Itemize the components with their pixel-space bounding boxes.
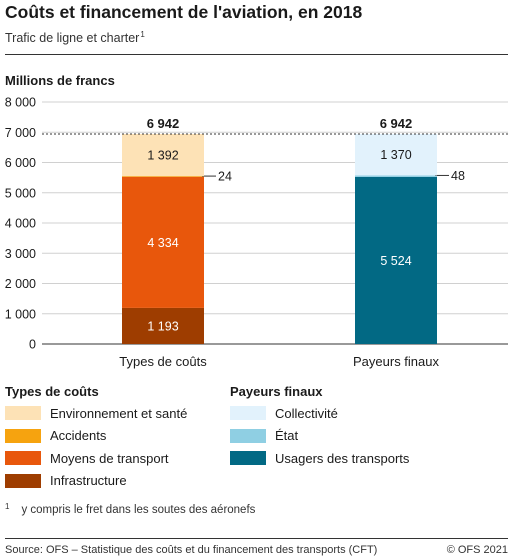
bar-segment xyxy=(355,134,437,176)
legend-swatch xyxy=(5,428,41,443)
legend-label: État xyxy=(275,428,299,444)
legend-label: Collectivité xyxy=(275,405,338,421)
total-label: 6 942 xyxy=(147,116,180,131)
y-axis-title: Millions de francs xyxy=(5,73,115,88)
legend-payers-title: Payeurs finaux xyxy=(230,384,323,399)
x-category-label: Payeurs finaux xyxy=(353,354,439,369)
bar-segment xyxy=(355,175,437,177)
legend-costs: Types de coûts Environnement et santé Ac… xyxy=(5,384,187,492)
y-tick-label: 7 000 xyxy=(5,126,36,140)
x-category-label: Types de coûts xyxy=(119,354,207,369)
legend-swatch xyxy=(5,406,41,421)
y-tick-label: 1 000 xyxy=(5,307,36,321)
data-label: 24 xyxy=(218,170,232,184)
data-label: 1 193 xyxy=(147,319,178,333)
footnote-marker: 1 xyxy=(5,502,10,511)
legend-costs-title: Types de coûts xyxy=(5,384,99,399)
total-label: 6 942 xyxy=(380,116,413,131)
y-tick-label: 3 000 xyxy=(5,247,36,261)
source-note: Source: OFS – Statistique des coûts et d… xyxy=(5,544,378,556)
subtitle-footnote-marker: 1 xyxy=(140,30,145,39)
bar-segment xyxy=(355,176,437,344)
legend-label: Moyens de transport xyxy=(50,450,169,466)
y-tick-label: 4 000 xyxy=(5,217,36,231)
bar-segment xyxy=(122,133,204,177)
legend-label: Usagers des transports xyxy=(275,450,410,466)
data-label: 1 370 xyxy=(380,148,411,162)
y-tick-label: 5 000 xyxy=(5,186,36,200)
bar-segment xyxy=(122,307,204,344)
legend-label: Accidents xyxy=(50,428,107,444)
subtitle-text: Trafic de ligne et charter xyxy=(5,31,140,45)
footnote: 1 y compris le fret dans les soutes des a… xyxy=(5,502,255,516)
legend-item-accidents: Accidents xyxy=(5,425,187,448)
y-tick-label: 6 000 xyxy=(5,156,36,170)
legend-swatch xyxy=(230,428,266,443)
bar-segment xyxy=(122,176,204,308)
data-label: 1 392 xyxy=(147,149,178,163)
footer-divider xyxy=(5,538,508,539)
legend-item-moyens-de-transport: Moyens de transport xyxy=(5,447,187,470)
data-label: 4 334 xyxy=(147,236,178,250)
y-tick-label: 8 000 xyxy=(5,96,36,110)
stacked-bar-chart: Millions de francs 0 1 000 2 000 3 000 4 000 5… xyxy=(5,73,508,369)
legend-payers: Payeurs finaux Collectivité État Usagers… xyxy=(230,384,409,470)
legend-item-collectivite: Collectivité xyxy=(230,402,409,425)
data-label: 5 524 xyxy=(380,254,411,268)
copyright: © OFS 2021 xyxy=(446,544,508,556)
legend-swatch xyxy=(230,451,266,466)
bar-segment xyxy=(122,176,204,177)
legend-swatch xyxy=(230,406,266,421)
legend-item-etat: État xyxy=(230,425,409,448)
legend-label: Infrastructure xyxy=(50,473,127,489)
chart-title: Coûts et financement de l'aviation, en 2… xyxy=(5,2,363,22)
legend-label: Environnement et santé xyxy=(50,405,188,421)
footnote-text: y compris le fret dans les soutes des aé… xyxy=(21,504,256,516)
legend-item-infrastructure: Infrastructure xyxy=(5,470,187,493)
legend-swatch xyxy=(5,451,41,466)
chart-subtitle: Trafic de ligne et charter1 xyxy=(5,30,145,45)
legend-item-environnement: Environnement et santé xyxy=(5,402,187,425)
y-tick-label: 0 xyxy=(29,338,36,352)
legend-item-usagers: Usagers des transports xyxy=(230,447,409,470)
legend-swatch xyxy=(5,473,41,488)
header-divider xyxy=(5,54,508,55)
data-label: 48 xyxy=(451,169,465,183)
y-tick-label: 2 000 xyxy=(5,277,36,291)
